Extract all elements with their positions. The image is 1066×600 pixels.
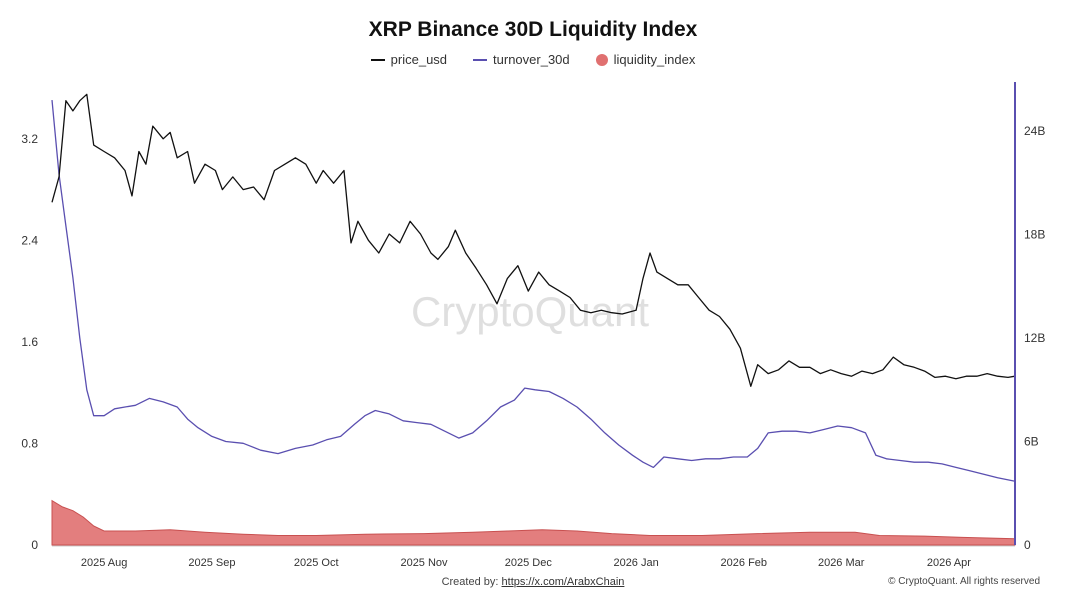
y-right-tick-label: 24B: [1024, 124, 1045, 138]
x-tick-label: 2026 Jan: [613, 557, 658, 569]
x-tick-label: 2025 Aug: [81, 557, 128, 569]
legend: price_usd turnover_30d liquidity_index: [0, 52, 1066, 67]
y-left-tick-label: 2.4: [21, 233, 38, 247]
legend-item-price[interactable]: price_usd: [370, 52, 448, 67]
legend-swatch-turnover: [473, 58, 488, 61]
y-left-tick-label: 3.2: [21, 132, 38, 146]
created-by-link[interactable]: https://x.com/ArabxChain: [501, 576, 625, 588]
legend-label-turnover: turnover_30d: [493, 52, 570, 67]
footer-copyright: © CryptoQuant. All rights reserved: [888, 576, 1040, 587]
y-right-tick-label: 12B: [1024, 331, 1045, 345]
legend-item-liquidity[interactable]: liquidity_index: [595, 52, 696, 67]
legend-swatch-liquidity: [595, 53, 608, 66]
y-right-tick-label: 0: [1024, 538, 1031, 552]
x-tick-label: 2025 Sep: [188, 557, 235, 569]
legend-label-liquidity: liquidity_index: [613, 52, 696, 67]
created-by-label: Created by:: [441, 576, 499, 588]
series-turnover-30d-line: [51, 100, 1016, 482]
y-right-tick-label: 6B: [1024, 435, 1039, 449]
legend-swatch-price: [370, 58, 385, 61]
x-tick-label: 2025 Dec: [505, 557, 553, 569]
y-right-tick-label: 18B: [1024, 228, 1045, 242]
series-price-usd-line: [51, 93, 1016, 387]
footer-credit: Created by: https://x.com/ArabxChain: [0, 576, 1066, 588]
x-tick-label: 2026 Mar: [818, 557, 865, 569]
chart-title: XRP Binance 30D Liquidity Index: [368, 18, 698, 41]
legend-label-price: price_usd: [390, 52, 448, 67]
y-left-tick-label: 1.6: [21, 335, 38, 349]
y-left-tick-label: 0.8: [21, 436, 38, 450]
x-tick-label: 2026 Feb: [721, 557, 767, 569]
x-tick-label: 2026 Apr: [927, 557, 971, 569]
series-liquidity-index-area: [51, 499, 1016, 546]
legend-item-turnover[interactable]: turnover_30d: [473, 52, 570, 67]
x-tick-label: 2025 Oct: [294, 557, 339, 569]
y-left-tick-label: 0: [31, 538, 38, 552]
watermark: CryptoQuant: [411, 288, 649, 335]
x-tick-label: 2025 Nov: [400, 557, 448, 569]
